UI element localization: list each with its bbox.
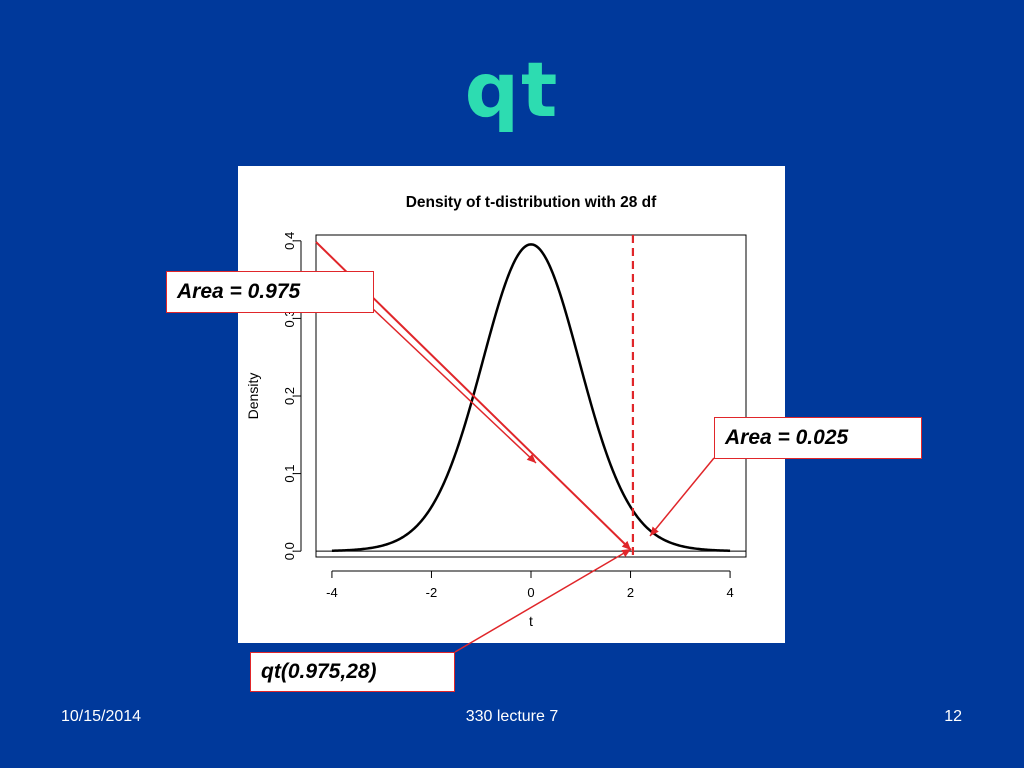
y-tick-label: 0.3 (282, 309, 297, 327)
area-975-callout: Area = 0.975 (166, 271, 374, 313)
y-tick-label: 0.0 (282, 542, 297, 560)
x-tick-label: 2 (627, 585, 634, 600)
x-tick-label: -4 (326, 585, 338, 600)
y-tick-label: 0.2 (282, 387, 297, 405)
x-tick-label: 4 (726, 585, 733, 600)
y-tick-label: 0.4 (282, 232, 297, 250)
x-tick-label: 0 (527, 585, 534, 600)
qt-function-label: qt(0.975,28) (261, 660, 377, 683)
chart-panel: Density of t-distribution with 28 df -4-… (238, 166, 785, 643)
t-density-chart: Density of t-distribution with 28 df -4-… (245, 194, 747, 629)
x-tick-label: -2 (426, 585, 438, 600)
qt-function-callout: qt(0.975,28) (250, 652, 455, 692)
footer-date: 10/15/2014 (61, 708, 142, 725)
footer-page-number: 12 (944, 708, 962, 725)
plot-frame (315, 234, 747, 558)
density-curve (331, 243, 731, 552)
area-975-label: Area = 0.975 (177, 280, 301, 303)
x-axis-label: t (529, 613, 533, 629)
area-025-callout: Area = 0.025 (714, 417, 922, 459)
y-tick-label: 0.1 (282, 465, 297, 483)
area-025-label: Area = 0.025 (725, 426, 849, 449)
x-axis: -4 -2 0 2 4 (326, 570, 734, 600)
slide-title: qt (464, 45, 560, 134)
chart-title: Density of t-distribution with 28 df (406, 194, 657, 211)
y-axis-label: Density (245, 373, 261, 420)
footer-lecture: 330 lecture 7 (465, 708, 559, 725)
